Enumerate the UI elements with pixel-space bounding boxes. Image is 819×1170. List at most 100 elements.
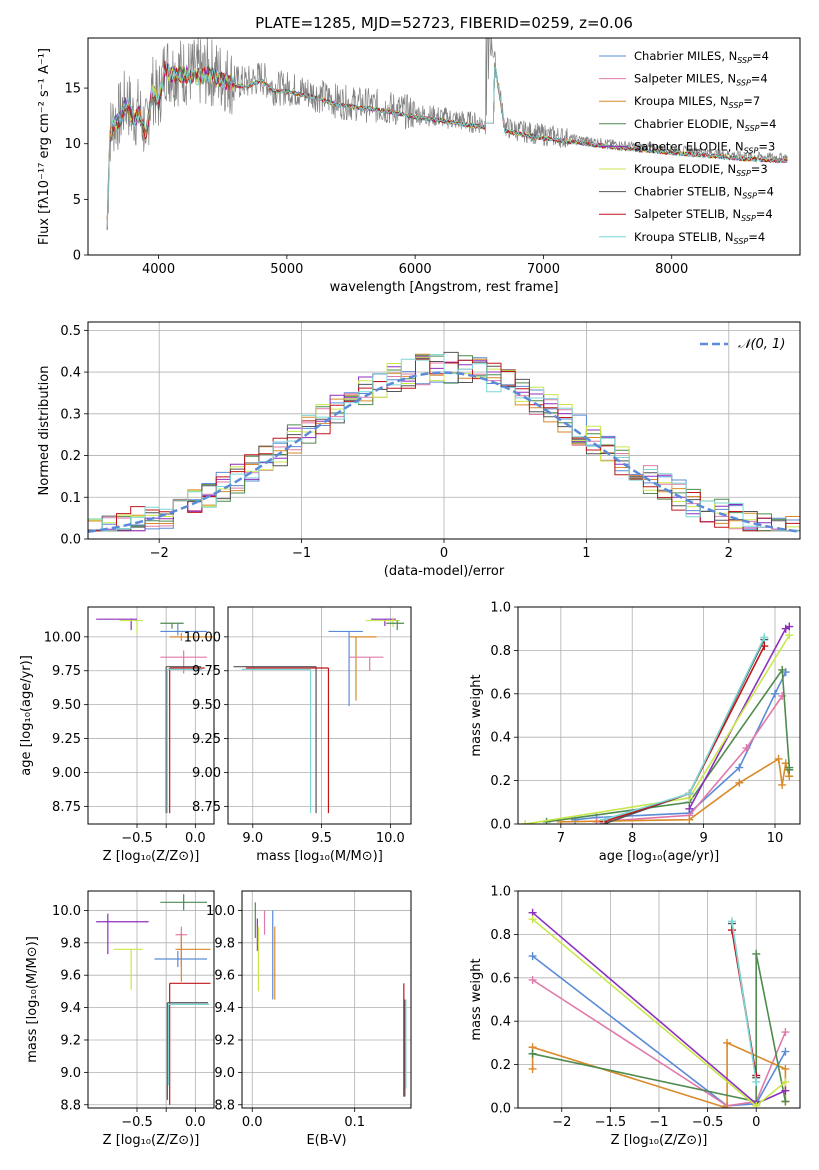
x-tick-label: 7000 — [527, 262, 560, 277]
x-tick-label: 0 — [440, 546, 448, 561]
x-axis-label: mass [log₁₀(M/M⊙)] — [256, 849, 383, 864]
plus-marker — [521, 820, 530, 824]
y-tick-label: 9.8 — [214, 936, 235, 951]
x-tick-label: 8 — [628, 831, 636, 846]
weight-line-3 — [546, 667, 791, 823]
x-tick-label: −2 — [150, 546, 169, 561]
y-axis-label: mass [log₁₀(M/M⊙)] — [25, 936, 40, 1063]
y-tick-label: 10.00 — [184, 630, 221, 645]
errorbar-point — [160, 623, 207, 636]
axes-mass_vs_Z: −0.5 0.0 8.8 9.0 9.2 9.4 9.6 9.8 10.0 Z [log₁₀(Z/… — [25, 890, 215, 1148]
legend-entry: Salpeter MILES, NSSP=4 — [634, 72, 768, 88]
legend: Chabrier MILES, NSSP=4 Salpeter MILES, NS… — [599, 49, 776, 246]
y-tick-label: 8.75 — [192, 800, 221, 815]
y-axis-label: Normed distribution — [37, 366, 52, 496]
y-tick-label: 0.0 — [60, 533, 81, 548]
y-axis-label: Flux [fλ10⁻¹⁷ erg cm⁻² s⁻¹ A⁻¹] — [37, 48, 52, 245]
x-axis-label: E(B-V) — [306, 1133, 346, 1148]
x-tick-label: 1 — [582, 546, 590, 561]
y-tick-label: 0.6 — [490, 971, 511, 986]
axes-frame — [87, 37, 801, 256]
y-tick-label: 9.8 — [60, 936, 81, 951]
plus-marker — [735, 763, 744, 772]
plus-marker — [599, 815, 608, 824]
weight-line-6 — [603, 639, 766, 824]
x-tick-label: −2 — [552, 1115, 571, 1130]
axes-age_vs_mass: 9.0 9.5 10.0 8.75 9.00 9.25 9.50 9.75 10.00 mass … — [184, 606, 412, 864]
axes-mass_weight_vs_Z: −2 −1.5 −1 −0.5 0 0.0 0.2 0.4 0.6 0.8 1.0 Z [log₁₀(… — [469, 885, 801, 1148]
y-tick-label: 0.8 — [490, 644, 511, 659]
y-tick-label: 9.75 — [52, 664, 81, 679]
plus-marker — [778, 780, 787, 789]
plus-marker — [528, 975, 537, 984]
plus-marker — [727, 917, 736, 926]
plus-marker — [735, 778, 744, 787]
plus-marker — [742, 744, 751, 753]
x-tick-label: 0.0 — [185, 1115, 206, 1130]
legend-entry: Kroupa STELIB, NSSP=4 — [634, 230, 765, 246]
plus-marker — [781, 1028, 790, 1037]
errorbar-point — [169, 982, 211, 1105]
x-axis-label: (data-model)/error — [384, 564, 505, 579]
errorbar-point — [154, 950, 207, 968]
y-tick-label: 10 — [64, 137, 81, 152]
x-tick-label: 4000 — [142, 262, 175, 277]
errorbar-point — [160, 894, 207, 911]
model-line-6 — [106, 64, 788, 229]
y-tick-label: 9.00 — [52, 766, 81, 781]
y-tick-label: 0.5 — [60, 324, 81, 339]
x-tick-label: −1.5 — [595, 1115, 627, 1130]
plot-area-mass_weight_vs_Z — [528, 908, 790, 1108]
legend-entry: Chabrier ELODIE, NSSP=4 — [634, 117, 776, 133]
y-tick-label: 0.2 — [60, 449, 81, 464]
errorbar-point — [241, 668, 312, 814]
x-tick-label: 5000 — [270, 262, 303, 277]
y-axis-label: mass weight — [469, 674, 484, 756]
errorbar-point — [349, 656, 384, 671]
plus-marker — [781, 1064, 790, 1073]
errorbar-point — [167, 1003, 210, 1086]
weight-line-0 — [532, 955, 787, 1107]
y-tick-label: 9.75 — [192, 664, 221, 679]
y-tick-label: 0.4 — [490, 731, 511, 746]
chart-title: PLATE=1285, MJD=52723, FIBERID=0259, z=0… — [255, 14, 633, 32]
plot-area-spectrum — [106, 38, 788, 231]
legend-entry: Chabrier MILES, NSSP=4 — [634, 49, 769, 65]
x-tick-label: 8000 — [655, 262, 688, 277]
errorbar-point — [328, 630, 363, 707]
errorbar-point — [166, 668, 203, 814]
y-tick-label: 9.25 — [52, 732, 81, 747]
y-tick-label: 0.6 — [490, 687, 511, 702]
y-tick-label: 8.8 — [214, 1098, 235, 1113]
axes-residuals: −2 −1 0 1 2 0.0 0.1 0.2 0.3 0.4 0.5 (data-model)/er… — [37, 321, 801, 579]
model-line-8 — [106, 65, 788, 228]
errorbar-point — [160, 622, 184, 629]
plus-marker — [685, 815, 694, 824]
plot-area-mass_weight_vs_age — [521, 622, 794, 824]
plus-marker — [752, 1101, 761, 1108]
plus-marker — [528, 915, 537, 924]
errorbar-point — [165, 666, 202, 814]
plus-marker — [685, 804, 694, 813]
legend-entry: 𝒩(0, 1) — [738, 337, 785, 352]
errorbar-point — [113, 948, 143, 990]
y-tick-label: 15 — [64, 82, 81, 97]
plus-marker — [785, 631, 794, 640]
errorbar-point — [245, 667, 330, 814]
y-tick-label: 9.6 — [60, 969, 81, 984]
axes-mass_vs_EBV: 0.0 0.1 8.8 9.0 9.2 9.4 9.6 9.8 10.0 E(B-V) — [206, 890, 412, 1148]
x-tick-label: 2 — [725, 546, 733, 561]
plus-marker — [760, 633, 769, 642]
axes-frame — [227, 606, 412, 825]
x-tick-label: 9.5 — [311, 831, 332, 846]
y-tick-label: 0.3 — [60, 407, 81, 422]
x-tick-label: 0.1 — [344, 1115, 365, 1130]
x-tick-label: −0.5 — [121, 831, 153, 846]
errorbar-point — [386, 620, 405, 631]
x-axis-label: wavelength [Angstrom, rest frame] — [330, 280, 559, 295]
y-tick-label: 9.2 — [214, 1033, 235, 1048]
axes-frame — [517, 606, 801, 825]
plus-marker — [774, 754, 783, 763]
x-axis-label: age [log₁₀(age/yr)] — [599, 849, 720, 864]
